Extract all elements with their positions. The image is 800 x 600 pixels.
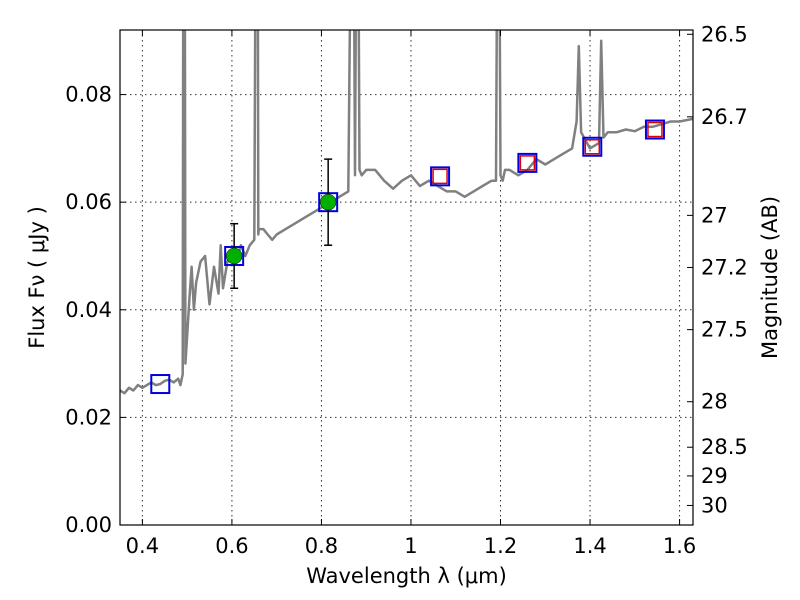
y-tick-label: 0.04	[65, 298, 112, 322]
magnitude-tick-label: 29	[701, 464, 728, 488]
x-tick-label: 1.6	[663, 534, 696, 558]
y-tick-label: 0.02	[65, 405, 112, 429]
model-point-blue	[582, 136, 603, 157]
model-point-blue	[644, 119, 665, 140]
x-tick-label: 1.2	[484, 534, 517, 558]
y-tick-label: 0.08	[65, 83, 112, 107]
model-point-red	[432, 168, 448, 185]
tick-layer: 0.4 0.6 0.8 1 1.2 1.4 1.6 0.00 0.02 0.04 0.06 0.08 2…	[65, 22, 748, 558]
observed-flux-point	[225, 247, 243, 265]
y-tick-label: 0.00	[65, 513, 112, 537]
model-point-blue	[517, 152, 538, 173]
spectrum-layer	[120, 30, 693, 395]
model-point-blue	[430, 166, 451, 187]
spectrum-line	[120, 30, 693, 395]
magnitude-tick-label: 27.5	[701, 318, 748, 342]
model-point-red	[584, 139, 601, 155]
model-point-blue	[150, 374, 171, 395]
x-tick-label: 0.8	[305, 534, 338, 558]
x-tick-label: 0.4	[126, 534, 159, 558]
x-tick-label: 1	[404, 534, 417, 558]
magnitude-tick-label: 27	[701, 203, 728, 227]
y-tick-label: 0.06	[65, 190, 112, 214]
x-axis-label: Wavelength λ (μm)	[306, 564, 507, 588]
x-tick-label: 0.6	[215, 534, 248, 558]
x-tick-label: 1.4	[573, 534, 606, 558]
marker-layer	[150, 119, 665, 395]
magnitude-tick-label: 26.7	[701, 105, 748, 129]
magnitude-tick-label: 28.5	[701, 435, 748, 459]
model-point-red	[647, 121, 663, 138]
magnitude-tick-label: 26.5	[701, 22, 748, 46]
observed-flux-point	[319, 193, 337, 211]
y-axis-label: Flux Fν ( μJy )	[25, 206, 49, 349]
model-point-red	[519, 155, 536, 171]
magnitude-tick-label: 28	[701, 390, 728, 414]
plot-frame	[119, 29, 694, 526]
magnitude-axis-label: Magnitude (AB)	[758, 196, 782, 359]
magnitude-tick-label: 30	[701, 493, 728, 517]
magnitude-tick-label: 27.2	[701, 255, 748, 279]
